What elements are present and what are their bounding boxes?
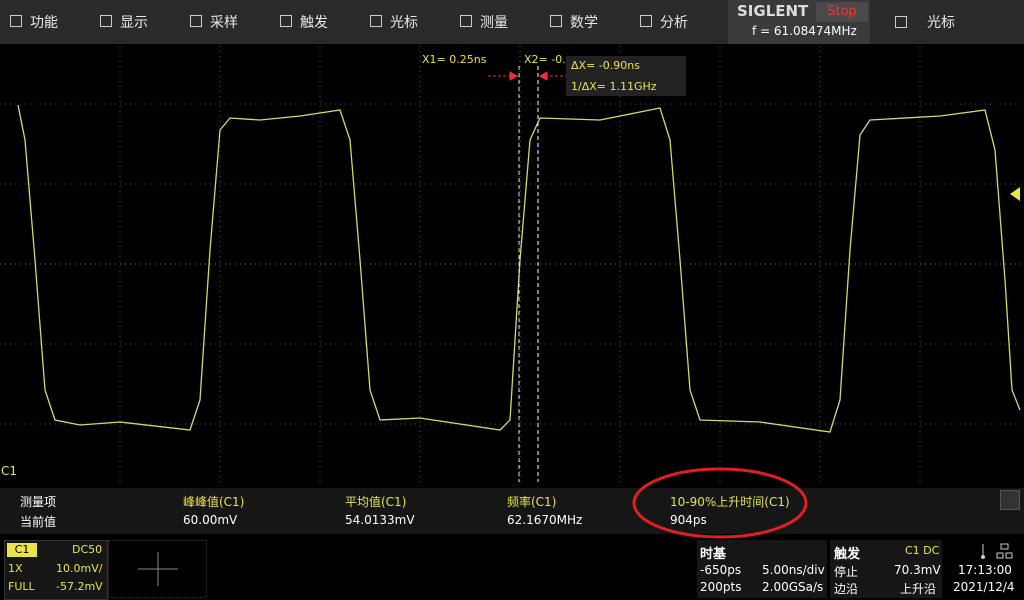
cursor-inverse: 1/ΔX= 1.11GHz	[571, 80, 657, 93]
run-state[interactable]: Stop	[816, 2, 868, 22]
menu-icon	[640, 15, 652, 27]
menu-icon	[370, 15, 382, 27]
brand: SIGLENT	[737, 2, 809, 20]
cursor-readout-box	[566, 56, 686, 96]
measurement-header: 峰峰值(C1)	[183, 495, 245, 509]
status-icons	[981, 543, 1013, 559]
center-axes	[0, 46, 1024, 482]
waveform	[17, 104, 1021, 433]
channel-bandwidth: FULL	[8, 580, 35, 593]
cursor-arrows	[488, 71, 566, 81]
timebase-delay: -650ps	[700, 563, 742, 577]
icon	[895, 16, 907, 28]
clock-date: 2021/12/4	[953, 580, 1015, 594]
menu-item[interactable]: 光标	[390, 15, 418, 31]
channel-name: C1	[7, 543, 37, 557]
measurement-header: 10-90%上升时间(C1)	[670, 495, 790, 509]
label: 光标	[927, 15, 955, 31]
menu-item[interactable]: 功能	[30, 15, 58, 31]
menu-icon	[280, 15, 292, 27]
highlight-ellipse	[632, 467, 808, 539]
menu-item[interactable]: 测量	[480, 15, 508, 31]
menu-icon	[550, 15, 562, 27]
menu-item[interactable]: 触发	[300, 15, 328, 31]
menu-item[interactable]: 分析	[660, 15, 688, 31]
timebase-points: 200pts	[700, 580, 742, 594]
cursor-x2-label: X2= -0.65ns	[524, 53, 566, 66]
measurement-header: 平均值(C1)	[345, 495, 407, 509]
timebase-sample-rate: 2.00GSa/s	[762, 580, 824, 594]
channel-marker: C1	[1, 464, 18, 478]
channel-offset: -57.2mV	[56, 580, 103, 593]
clock-time: 17:13:00	[958, 563, 1012, 577]
frequency: f = 61.08474MHz	[752, 24, 857, 38]
waveform-area	[0, 46, 1024, 482]
trigger-title: 触发	[834, 547, 861, 562]
trigger-slope: 上升沿	[900, 582, 937, 596]
measurement-value: 904ps	[670, 513, 707, 527]
channel-coupling: DC50	[72, 543, 103, 556]
trigger-source: C1 DC	[905, 544, 940, 557]
timebase-scale: 5.00ns/div	[762, 563, 825, 577]
cursor-delta: ΔX= -0.90ns	[571, 59, 640, 72]
measurement-panel	[0, 488, 1024, 534]
add-channel-box[interactable]	[108, 540, 208, 598]
trigger-level: 70.3mV	[894, 563, 941, 577]
measurement-header: 频率(C1)	[507, 495, 557, 509]
measurement-value: 54.0133mV	[345, 513, 415, 527]
menu-icon	[100, 15, 112, 27]
trigger-box[interactable]	[830, 540, 942, 598]
timebase-box[interactable]	[697, 540, 827, 598]
trigger-state: 停止	[834, 565, 859, 579]
menu-icon	[460, 15, 472, 27]
trigger-type: 边沿	[834, 582, 859, 596]
close-button[interactable]	[1000, 490, 1020, 510]
menu-icon	[190, 15, 202, 27]
timebase-title: 时基	[700, 547, 727, 562]
menu-item[interactable]: 采样	[210, 15, 238, 31]
menu-icon	[10, 15, 22, 27]
cursor-button[interactable]: 光标	[895, 12, 955, 32]
cursor-x1-label: X1= 0.25ns	[422, 53, 487, 66]
menu-item[interactable]: 数学	[570, 15, 598, 31]
trigger-level-marker	[1010, 187, 1020, 201]
measurement-header: 测量项	[20, 495, 57, 509]
measurement-value: 60.00mV	[183, 513, 238, 527]
menu-bar	[0, 0, 1024, 44]
measurement-value: 当前值	[20, 515, 57, 529]
channel-scale: 10.0mV/	[56, 562, 103, 575]
measurement-value: 62.1670MHz	[507, 513, 583, 527]
grid	[0, 46, 1024, 482]
channel-probe: 1X	[8, 562, 23, 575]
menu-item[interactable]: 显示	[120, 15, 148, 31]
